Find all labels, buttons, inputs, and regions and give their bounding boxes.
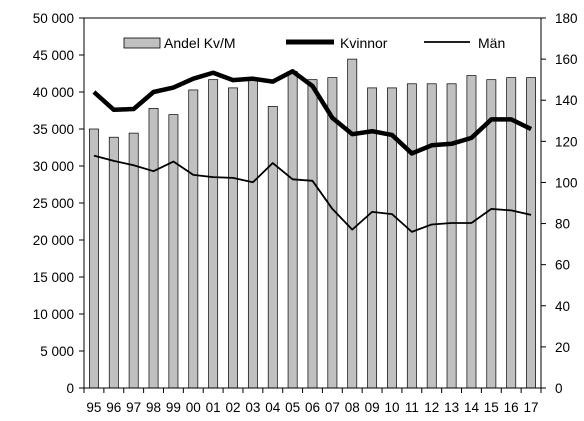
right-tick-label: 160 [555,52,578,67]
bar-08 [347,58,358,389]
bar-16 [506,77,517,389]
bar-12 [426,83,437,389]
x-tick-label: 15 [484,400,499,415]
x-tick-label: 00 [186,400,201,415]
left-tick-label: 35 000 [33,122,74,137]
bar-15 [486,79,497,389]
bar-02 [228,87,238,389]
bar-98 [148,108,159,389]
bar-07 [327,77,338,389]
x-tick-label: 06 [305,400,320,415]
bar-99 [168,114,179,389]
right-tick-label: 100 [555,175,578,190]
legend-swatch-andel [123,37,161,49]
x-tick-label: 12 [424,400,439,415]
left-tick-label: 15 000 [33,270,74,285]
bar-05 [287,71,298,389]
left-tick-label: 0 [66,381,74,396]
right-tick-label: 40 [555,299,570,314]
right-tick-label: 80 [555,217,570,232]
x-tick-label: 04 [265,400,281,415]
left-tick-label: 5 000 [40,344,74,359]
bar-01 [208,79,219,389]
bar-96 [108,136,119,389]
bar-95 [89,128,99,389]
left-tick-label: 45 000 [33,48,74,63]
left-tick-label: 40 000 [33,85,74,100]
bar-14 [466,75,477,389]
bar-00 [188,89,199,389]
x-tick-label: 95 [86,400,101,415]
x-tick-label: 99 [166,400,181,415]
x-tick-label: 16 [504,400,519,415]
x-tick-label: 01 [206,400,221,415]
right-tick-label: 60 [555,258,570,273]
bar-11 [406,83,417,389]
x-tick-label: 07 [325,400,340,415]
bar-13 [446,83,457,389]
left-tick-label: 30 000 [33,159,74,174]
legend-label-man: Män [478,35,505,51]
legend: Andel Kv/M Kvinnor Män [123,35,505,51]
x-tick-label: 97 [126,400,141,415]
x-tick-label: 05 [285,400,300,415]
x-tick-label: 96 [106,400,121,415]
x-tick-label: 11 [405,400,419,415]
bar-04 [267,106,278,389]
bar-17 [526,77,536,389]
x-tick-label: 17 [524,400,539,415]
right-tick-label: 0 [555,381,563,396]
bar-03 [247,79,258,389]
bar-97 [128,132,139,389]
legend-label-kvinnor: Kvinnor [340,35,388,51]
legend-label-andel: Andel Kv/M [164,35,236,51]
right-tick-label: 20 [555,340,570,355]
bar-06 [307,79,318,389]
left-tick-label: 50 000 [33,11,74,26]
x-tick-label: 08 [345,400,360,415]
x-tick-label: 10 [384,400,399,415]
x-tick-label: 98 [146,400,161,415]
x-tick-label: 02 [226,400,241,415]
x-tick-label: 09 [365,400,380,415]
right-tick-label: 140 [555,93,578,108]
right-tick-label: 180 [555,11,578,26]
left-tick-label: 25 000 [33,196,74,211]
lines-group [92,69,533,233]
line-man [93,154,532,233]
left-tick-label: 20 000 [33,233,74,248]
right-tick-label: 120 [555,134,578,149]
x-tick-label: 14 [464,400,480,415]
left-tick-label: 10 000 [33,307,74,322]
x-tick-label: 03 [245,400,260,415]
line-kvinnor [92,69,533,156]
x-tick-label: 13 [444,400,459,415]
